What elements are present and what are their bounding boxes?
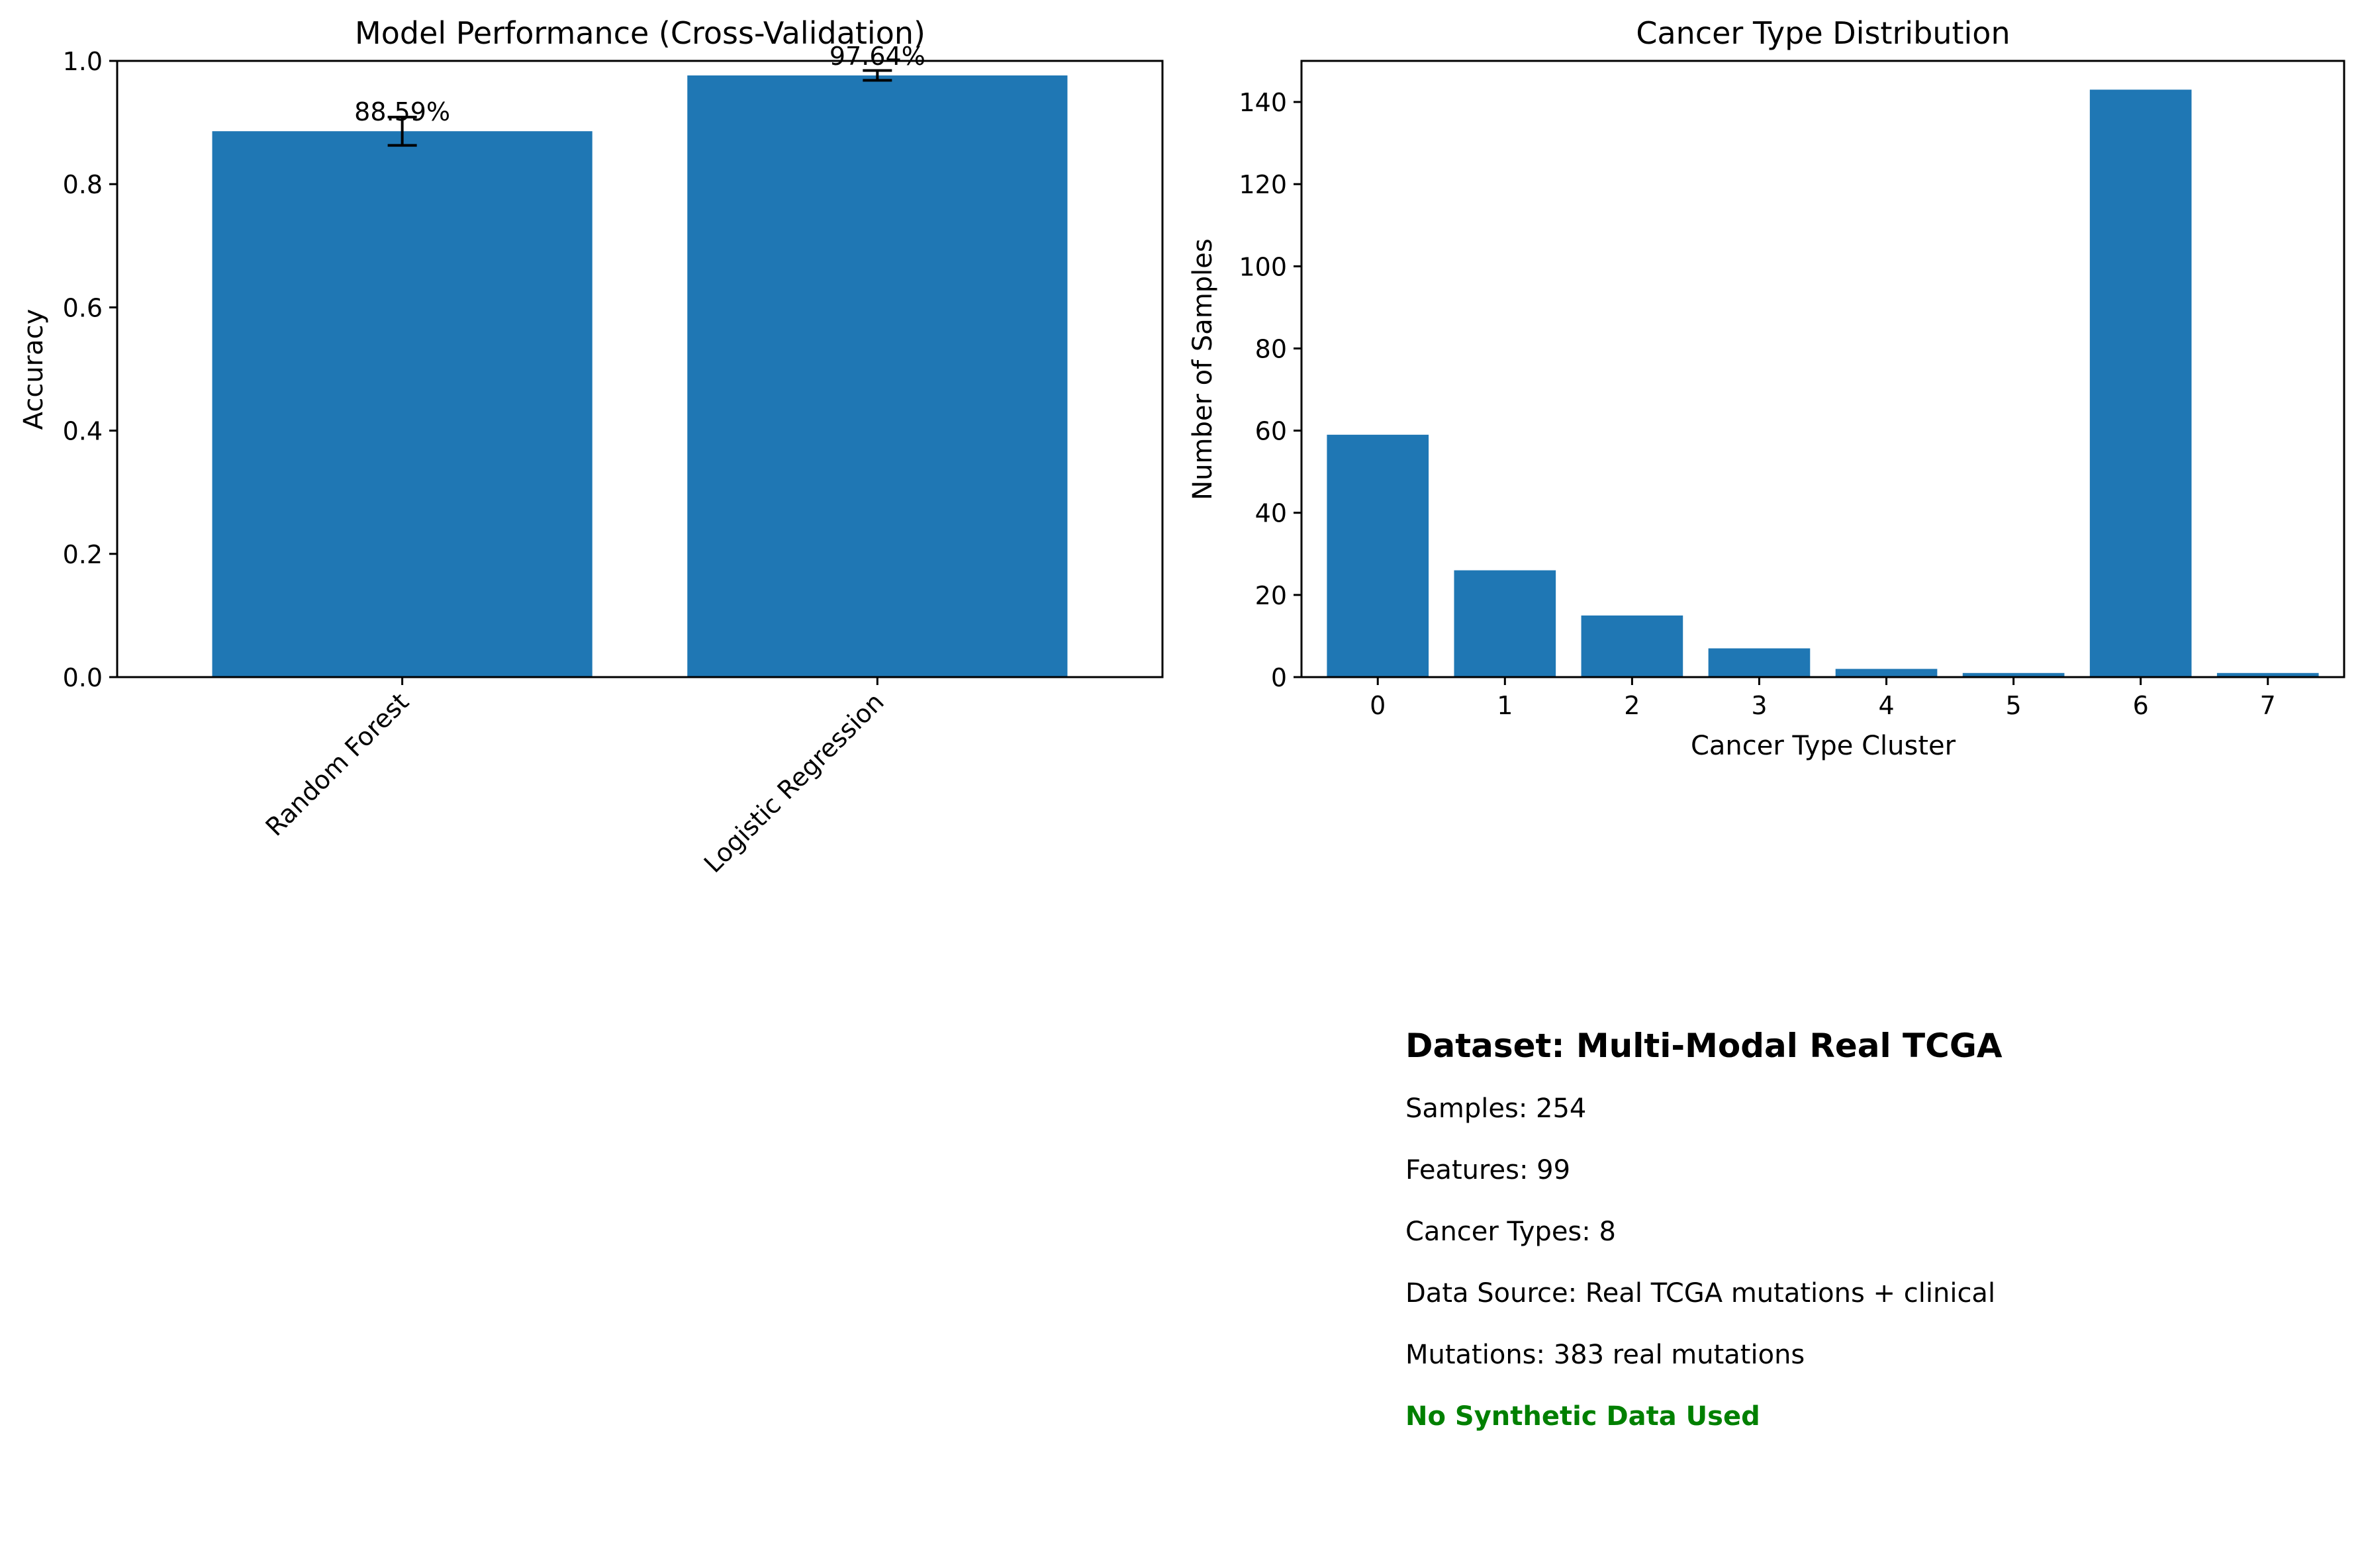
distribution-chart: Cancer Type Distribution 020406080100120… bbox=[1188, 15, 2345, 761]
x-tick-label: 7 bbox=[2260, 691, 2276, 720]
performance-y-axis-label: Accuracy bbox=[19, 309, 49, 430]
y-tick-label: 120 bbox=[1239, 170, 1287, 199]
y-tick-label: 80 bbox=[1255, 334, 1287, 363]
dataset-info-data-source: Data Source: Real TCGA mutations + clini… bbox=[1405, 1278, 1995, 1309]
dataset-info-samples: Samples: 254 bbox=[1405, 1093, 1586, 1124]
y-tick-label: 100 bbox=[1239, 252, 1287, 281]
distribution-axes: 0 20 40 60 80 100 120 140 0 1 2 3 4 5 6 7 bbox=[1239, 60, 2345, 720]
bar-6 bbox=[2089, 89, 2192, 678]
x-tick-label: 5 bbox=[2006, 691, 2022, 720]
bar-1 bbox=[1454, 570, 1556, 677]
performance-chart-title: Model Performance (Cross-Validation) bbox=[355, 15, 925, 51]
plot-frame bbox=[116, 60, 1164, 678]
error-bar bbox=[387, 115, 417, 147]
bar-2 bbox=[1581, 615, 1683, 677]
distribution-y-axis-label: Number of Samples bbox=[1188, 238, 1218, 500]
data-label: 97.64% bbox=[829, 42, 925, 71]
y-tick-label: 0.4 bbox=[63, 417, 103, 446]
bar-logistic-regression bbox=[687, 75, 1068, 677]
bar-7 bbox=[2216, 672, 2319, 677]
distribution-bars bbox=[1327, 89, 2319, 678]
plot-frame bbox=[1300, 60, 2345, 678]
y-tick-label: 1.0 bbox=[63, 47, 103, 76]
performance-chart: Model Performance (Cross-Validation) 88.… bbox=[19, 15, 1164, 878]
x-tick-label: 4 bbox=[1878, 691, 1894, 720]
x-tick-label: 3 bbox=[1751, 691, 1767, 720]
y-tick-label: 60 bbox=[1255, 417, 1287, 446]
bar-0 bbox=[1327, 434, 1429, 677]
y-tick-label: 0.8 bbox=[63, 170, 103, 199]
y-tick-label: 140 bbox=[1239, 88, 1287, 117]
bar-random-forest bbox=[212, 131, 592, 677]
y-tick-label: 20 bbox=[1255, 581, 1287, 610]
bar-4 bbox=[1835, 669, 1938, 677]
dataset-info-mutations: Mutations: 383 real mutations bbox=[1405, 1340, 1805, 1370]
x-tick-label: Random Forest bbox=[260, 687, 414, 841]
x-tick-label: Logistic Regression bbox=[698, 687, 890, 878]
y-tick-label: 0 bbox=[1271, 663, 1287, 692]
y-tick-label: 40 bbox=[1255, 499, 1287, 528]
x-tick-label: 1 bbox=[1497, 691, 1513, 720]
dataset-info-features: Features: 99 bbox=[1405, 1155, 1570, 1185]
dataset-info-title: Dataset: Multi-Modal Real TCGA bbox=[1405, 1027, 2003, 1065]
x-tick-label: 2 bbox=[1624, 691, 1640, 720]
y-tick-label: 0.2 bbox=[63, 540, 103, 569]
distribution-chart-title: Cancer Type Distribution bbox=[1636, 15, 2010, 51]
y-tick-label: 0.6 bbox=[63, 293, 103, 322]
error-bar bbox=[863, 69, 892, 82]
bar-3 bbox=[1708, 648, 1811, 677]
no-synthetic-data-note: No Synthetic Data Used bbox=[1405, 1401, 1760, 1432]
bar-5 bbox=[1962, 672, 2065, 677]
dataset-info-cancer-types: Cancer Types: 8 bbox=[1405, 1217, 1616, 1247]
x-tick-label: 6 bbox=[2133, 691, 2149, 720]
x-tick-label: 0 bbox=[1370, 691, 1386, 720]
data-label: 88.59% bbox=[354, 97, 450, 126]
distribution-x-axis-label: Cancer Type Cluster bbox=[1691, 731, 1956, 761]
performance-bars: 88.59% 97.64% bbox=[212, 42, 1068, 677]
y-tick-label: 0.0 bbox=[63, 663, 103, 692]
dataset-info-panel: Dataset: Multi-Modal Real TCGA Samples: … bbox=[1405, 1027, 2003, 1432]
